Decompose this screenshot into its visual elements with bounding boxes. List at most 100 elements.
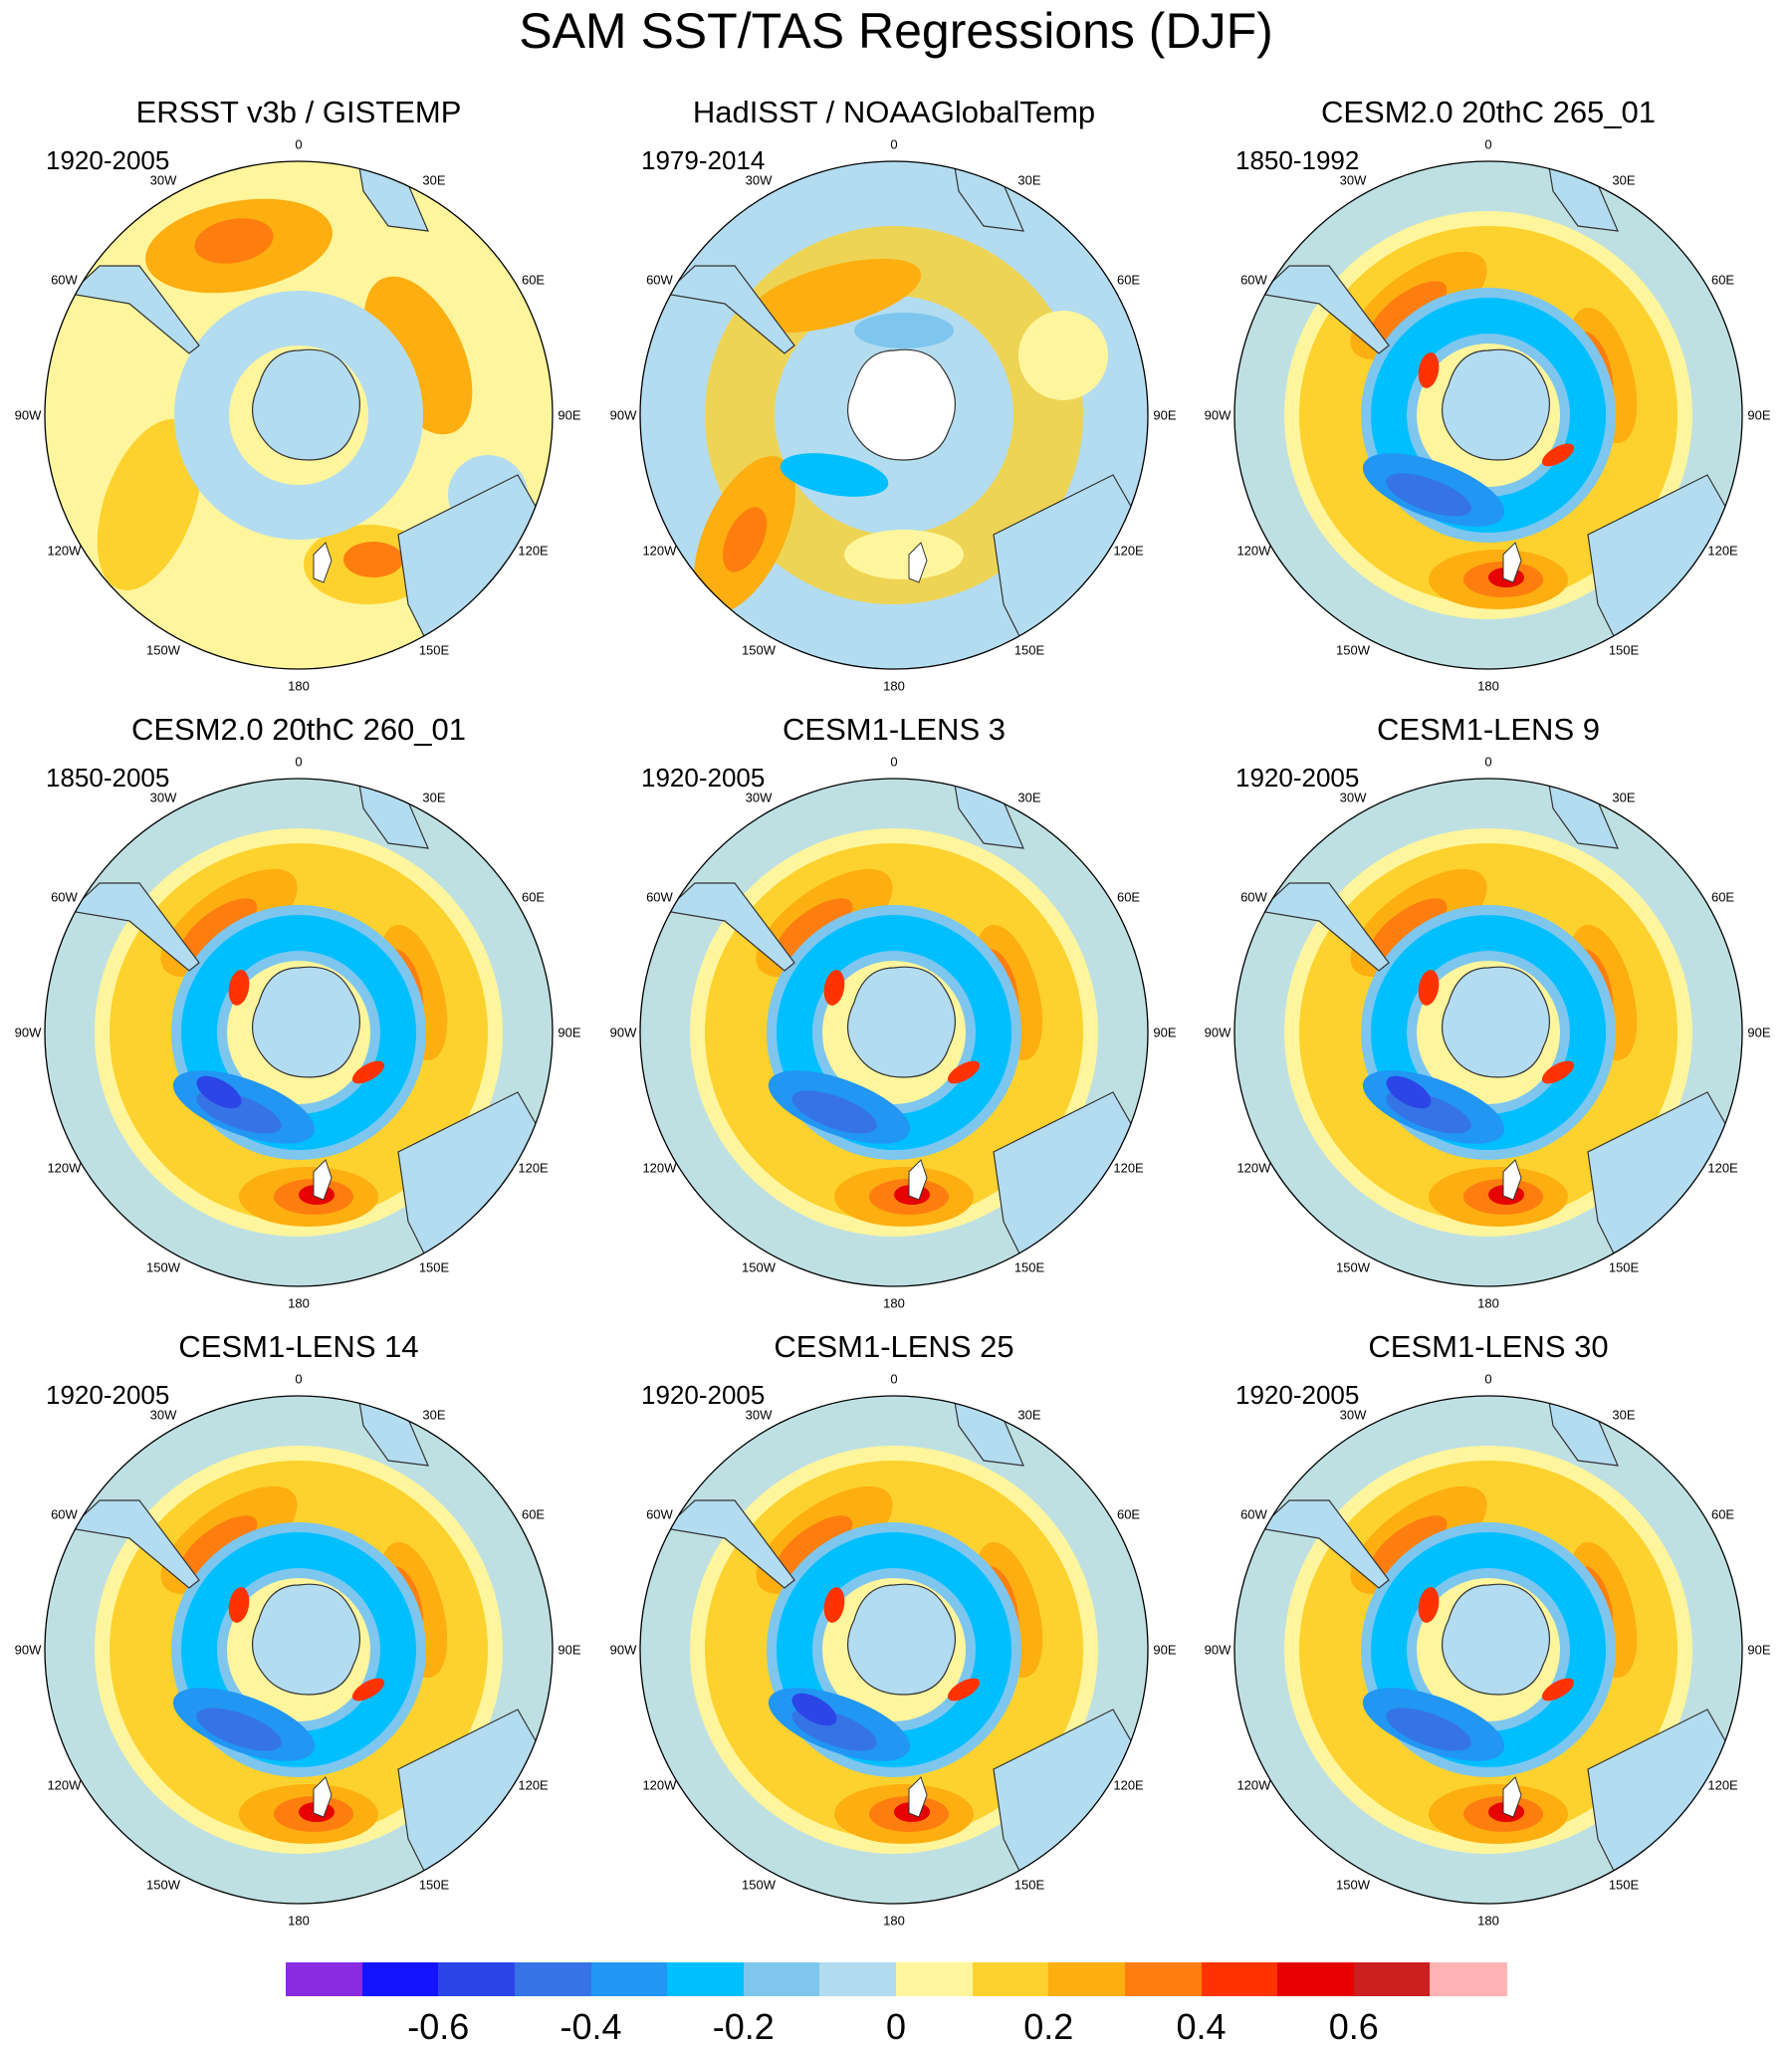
anomaly-contour (1418, 352, 1440, 388)
anomaly-contour (180, 898, 258, 958)
longitude-label: 150W (742, 1259, 776, 1275)
panel-title: CESM1-LENS 25 (774, 1329, 1014, 1364)
longitude-label: 120E (1707, 1777, 1738, 1793)
polar-map (1233, 160, 1743, 670)
panel-title: HadISST / NOAAGlobalTemp (692, 95, 1096, 129)
longitude-label: 150W (1336, 642, 1370, 658)
longitude-label: 150W (146, 1877, 180, 1893)
longitude-label: 60E (1710, 1506, 1735, 1522)
longitude-label: 60W (51, 889, 78, 905)
colorbar-swatch (590, 1962, 668, 1996)
anomaly-contour (228, 970, 250, 1006)
longitude-label: 60E (521, 1506, 546, 1522)
anomaly-contour (1370, 281, 1448, 341)
longitude-label: 30W (745, 172, 773, 188)
anomaly-contour (780, 453, 889, 497)
anomaly-contour (1418, 970, 1440, 1006)
anomaly-contour (844, 530, 964, 579)
colorbar-tick-label: -0.6 (407, 2006, 470, 2047)
longitude-label: 150E (1013, 1259, 1045, 1275)
longitude-label: 120E (518, 1160, 549, 1176)
africa-landmass (953, 1396, 1024, 1467)
map-panel: CESM1-LENS 9 1920-2005 0 30E 60E 90E 120E 150E 1… (1190, 712, 1787, 1329)
anomaly-contour (228, 1587, 250, 1623)
longitude-label: 30W (149, 1407, 177, 1423)
antarctica-landmass (847, 348, 957, 461)
longitude-label: 180 (1477, 1913, 1499, 1929)
anomaly-contour (343, 542, 403, 577)
anomaly-field (640, 161, 1148, 669)
longitude-label: 180 (883, 1295, 905, 1311)
longitude-label: 90E (558, 1642, 581, 1658)
colorbar (286, 1962, 1507, 1996)
longitude-label: 150W (742, 1877, 776, 1893)
longitude-label: 30W (149, 790, 177, 805)
longitude-label: 120W (1236, 1777, 1271, 1793)
map-boundary (1233, 160, 1743, 670)
longitude-label: 150E (418, 642, 450, 658)
africa-landmass (953, 779, 1024, 849)
longitude-label: 150E (1608, 1877, 1640, 1893)
longitude-label: 150W (742, 642, 776, 658)
panel-period: 1850-1992 (1235, 145, 1360, 175)
antarctica-landmass (1442, 966, 1551, 1078)
longitude-label: 120E (1113, 543, 1144, 559)
longitude-label: 0 (295, 1371, 303, 1387)
colorbar-swatch (1124, 1962, 1202, 1996)
polar-map (1233, 1395, 1743, 1905)
longitude-label: 90E (1747, 1024, 1771, 1040)
longitude-label: 120E (1113, 1160, 1144, 1176)
map-panel: HadISST / NOAAGlobalTemp 1979-2014 0 30E 60E… (595, 95, 1193, 712)
longitude-label: 60E (1116, 889, 1141, 905)
longitude-label: 30E (1017, 172, 1041, 188)
longitude-label: 30W (745, 790, 773, 805)
colorbar-swatch (286, 1962, 363, 1996)
colorbar-swatch (514, 1962, 591, 1996)
longitude-label: 90W (14, 1024, 42, 1040)
longitude-label: 30E (422, 172, 446, 188)
longitude-label: 150E (1013, 642, 1045, 658)
longitude-label: 180 (883, 678, 905, 694)
longitude-label: 30E (1612, 172, 1636, 188)
longitude-label: 90W (14, 1642, 42, 1658)
longitude-label: 120E (518, 1777, 549, 1793)
colorbar-swatch (438, 1962, 516, 1996)
longitude-label: 90W (609, 407, 637, 423)
longitude-label: 90E (1153, 1024, 1177, 1040)
africa-landmass (357, 779, 429, 849)
longitude-label: 120W (1236, 543, 1271, 559)
map-panel: CESM1-LENS 25 1920-2005 0 30E 60E 90E 120E 150E… (595, 1329, 1193, 1946)
longitude-label: 180 (288, 1913, 310, 1929)
panel-period: 1920-2005 (1235, 763, 1360, 793)
colorbar-swatch (819, 1962, 897, 1996)
africa-landmass (357, 1396, 429, 1467)
longitude-label: 90E (1153, 1642, 1177, 1658)
panel-period: 1920-2005 (641, 1380, 766, 1410)
panel-period: 1920-2005 (46, 145, 170, 175)
longitude-label: 30W (149, 172, 177, 188)
anomaly-contour (776, 898, 853, 958)
colorbar-tick-label: -0.4 (560, 2006, 622, 2047)
polar-map (639, 778, 1149, 1287)
map-boundary (639, 160, 1149, 670)
longitude-label: 180 (1477, 678, 1499, 694)
longitude-label: 90W (609, 1642, 637, 1658)
colorbar-swatch (1430, 1962, 1507, 1996)
longitude-label: 60E (1710, 272, 1735, 288)
longitude-label: 0 (890, 754, 898, 770)
colorbar-swatch (896, 1962, 974, 1996)
colorbar-swatch (667, 1962, 745, 1996)
panel-title: CESM1-LENS 30 (1368, 1329, 1609, 1364)
africa-landmass (1547, 161, 1619, 232)
anomaly-contour (180, 1515, 258, 1575)
anomaly-contour (947, 1060, 981, 1084)
longitude-label: 120W (642, 1777, 677, 1793)
longitude-label: 90E (1153, 407, 1177, 423)
longitude-label: 180 (1477, 1295, 1499, 1311)
colorbar-swatch (743, 1962, 820, 1996)
longitude-label: 150E (1608, 1259, 1640, 1275)
panel-period: 1979-2014 (641, 145, 766, 175)
longitude-label: 30E (1612, 1407, 1636, 1423)
anomaly-contour (1386, 1707, 1471, 1751)
africa-landmass (1547, 1396, 1619, 1467)
